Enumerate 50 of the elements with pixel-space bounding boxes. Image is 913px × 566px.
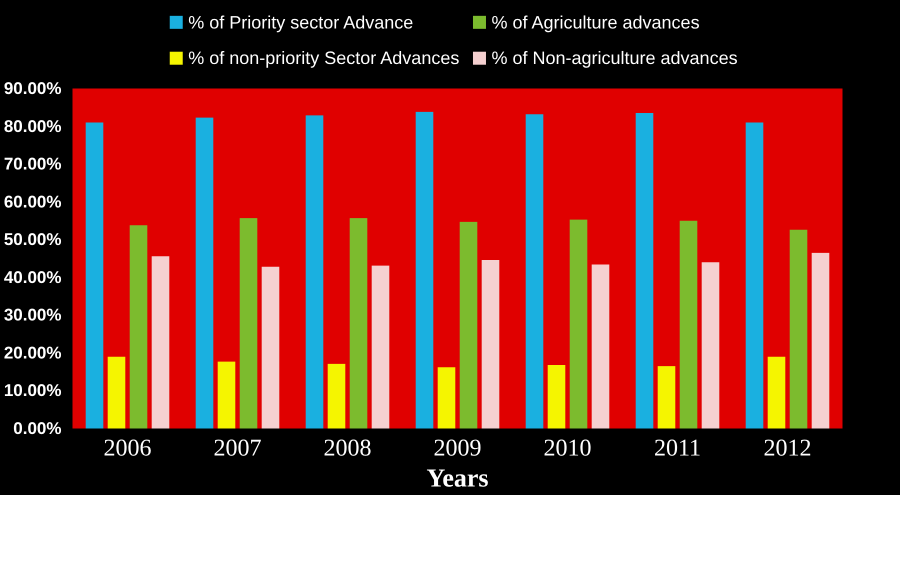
bar <box>108 356 126 428</box>
bar <box>196 118 214 428</box>
y-tick-label: 20.00% <box>4 343 62 362</box>
y-tick-label: 0.00% <box>13 419 62 438</box>
y-tick-label: 60.00% <box>4 192 62 212</box>
bar <box>548 365 566 428</box>
bar <box>218 362 236 428</box>
y-tick-label: 80.00% <box>4 116 62 136</box>
y-tick-label: 70.00% <box>4 154 62 174</box>
bar <box>372 266 390 428</box>
y-tick-label: 10.00% <box>4 381 62 400</box>
bar <box>438 367 456 428</box>
legend-label: % of non-priority Sector Advances <box>188 48 460 68</box>
y-tick-label: 50.00% <box>4 230 62 250</box>
bar <box>570 220 588 428</box>
x-tick-label: 2010 <box>544 436 592 462</box>
x-axis-title: Years <box>426 464 489 492</box>
x-tick-label: 2007 <box>214 436 262 462</box>
bar <box>526 114 544 428</box>
bar <box>768 356 786 428</box>
bar <box>812 252 830 428</box>
y-tick-label: 40.00% <box>4 268 62 287</box>
bar <box>350 218 368 428</box>
bar <box>328 364 346 428</box>
bar <box>680 220 698 428</box>
legend-label: % of Agriculture advances <box>491 12 700 32</box>
legend-label: % of Priority sector Advance <box>188 12 414 32</box>
y-tick-label: 90.00% <box>4 79 62 98</box>
bar <box>482 260 500 428</box>
bar <box>702 262 720 428</box>
bar <box>240 218 258 428</box>
x-tick-label: 2006 <box>104 436 152 462</box>
x-tick-label: 2011 <box>654 436 702 462</box>
x-tick-label: 2012 <box>764 436 812 462</box>
bar <box>306 115 324 428</box>
y-tick-label: 30.00% <box>4 306 62 325</box>
legend-label: % of Non-agriculture advances <box>491 48 738 68</box>
bar <box>86 122 104 428</box>
x-tick-label: 2009 <box>434 436 482 462</box>
bar <box>746 122 764 428</box>
bar <box>658 366 676 428</box>
bar <box>460 222 478 428</box>
bar <box>416 112 434 428</box>
bar <box>790 230 808 428</box>
x-tick-label: 2008 <box>324 436 372 462</box>
bar <box>262 266 280 428</box>
bar <box>636 113 654 428</box>
bar <box>592 264 610 428</box>
bar <box>152 256 170 428</box>
bar <box>130 225 148 428</box>
